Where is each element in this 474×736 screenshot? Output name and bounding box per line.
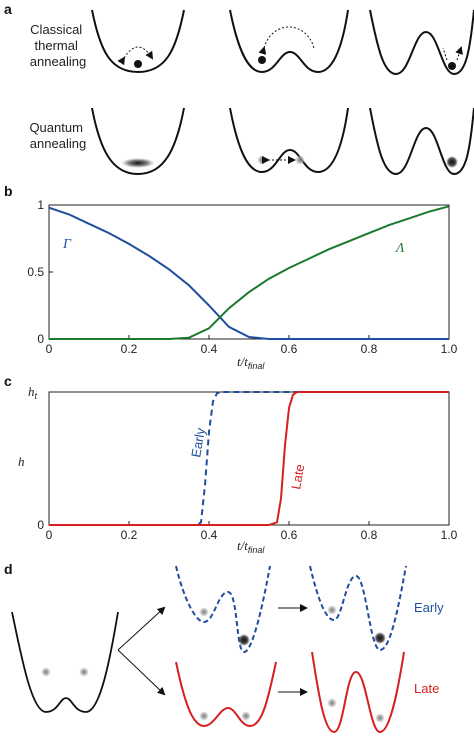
x-tick-label: 0: [46, 528, 53, 542]
branch-arrow-late: [117, 649, 166, 696]
late-potential-2: [311, 651, 405, 734]
x-tick-label: 0: [46, 342, 53, 356]
panel-c-axes: [48, 391, 450, 526]
initial-double-well: [11, 611, 119, 713]
panel-c-ticks: 0 0.2 0.4 0.6 0.8 1.0 0 ht: [28, 384, 458, 542]
y-tick-label: ht: [28, 384, 38, 401]
panel-c-ylabel: h: [18, 454, 25, 469]
x-tick-label: 0.8: [361, 342, 378, 356]
wavepacket: [121, 158, 155, 168]
panel-a-label: a: [4, 1, 12, 17]
wavepacket: [79, 667, 89, 677]
series-label: Late: [288, 463, 307, 491]
x-tick-label: 1.0: [441, 342, 458, 356]
panel-c: c 0 0.2 0.4 0.6 0.8 1.0 0 ht Early Late h t/tfin…: [4, 373, 458, 555]
row-classical-label: Classical thermal annealing: [30, 22, 86, 69]
panel-b-ticks: 0 0.2 0.4 0.6 0.8 1.0 0 0.5 1: [27, 198, 457, 356]
wavepacket: [241, 711, 251, 721]
y-tick-label: 0: [37, 518, 44, 532]
panel-d-label: d: [4, 561, 13, 577]
potential-single-well: [91, 107, 185, 176]
wavepacket: [41, 667, 51, 677]
x-tick-label: 0.4: [201, 528, 218, 542]
potential-single-well: [91, 9, 185, 74]
x-tick-label: 0.2: [121, 528, 138, 542]
x-tick-label: 0.6: [281, 342, 298, 356]
wavepacket: [446, 156, 458, 168]
series-label: Γ: [62, 237, 72, 252]
particle: [134, 60, 142, 68]
y-tick-label: 1: [37, 198, 44, 212]
early-potential-1: [175, 565, 271, 654]
x-tick-label: 0.4: [201, 342, 218, 356]
y-tick-label: 0: [37, 332, 44, 346]
potential-deep-double-well: [369, 9, 474, 76]
x-tick-label: 1.0: [441, 528, 458, 542]
x-tick-label: 0.2: [121, 342, 138, 356]
thermal-arrow: [117, 46, 154, 66]
potential-deep-double-well: [369, 107, 474, 176]
series-label: Early: [188, 426, 208, 458]
series-line: [49, 391, 449, 526]
x-tick-label: 0.6: [281, 528, 298, 542]
early-potential-2: [309, 565, 407, 652]
panel-c-series: Early Late: [49, 391, 449, 526]
particle: [448, 62, 456, 70]
potential-shallow-double-well: [229, 107, 349, 174]
wavepacket: [327, 605, 337, 615]
panel-a: a Classical thermal annealing Quantum an…: [4, 1, 474, 176]
late-potential-1: [175, 661, 277, 728]
series-line: [48, 206, 449, 340]
wavepacket: [295, 155, 305, 165]
series-line: [49, 391, 449, 526]
wavepacket: [199, 607, 209, 617]
wavepacket: [199, 711, 209, 721]
potential-shallow-double-well: [229, 9, 349, 74]
panel-b-label: b: [4, 183, 13, 199]
local-oscillation-arrow: [442, 48, 461, 61]
wavepacket: [238, 634, 250, 646]
row-quantum-label: Quantum annealing: [29, 120, 86, 151]
early-label: Early: [414, 600, 444, 615]
thermal-hop-arrow: [258, 26, 315, 55]
late-label: Late: [414, 681, 439, 696]
y-tick-label: 0.5: [27, 265, 44, 279]
x-tick-label: 0.8: [361, 528, 378, 542]
wavepacket: [375, 713, 385, 723]
wavepacket: [374, 632, 386, 644]
panel-d: d Early Late: [4, 561, 444, 734]
branch-arrow-early: [117, 606, 166, 651]
panel-b-xlabel: t/tfinal: [237, 354, 265, 371]
wavepacket: [257, 155, 267, 165]
wavepacket: [327, 698, 337, 708]
series-label: Λ: [394, 241, 405, 256]
panel-c-xlabel: t/tfinal: [237, 538, 265, 555]
particle: [258, 56, 266, 64]
series-line: [49, 205, 450, 340]
panel-c-label: c: [4, 373, 12, 389]
